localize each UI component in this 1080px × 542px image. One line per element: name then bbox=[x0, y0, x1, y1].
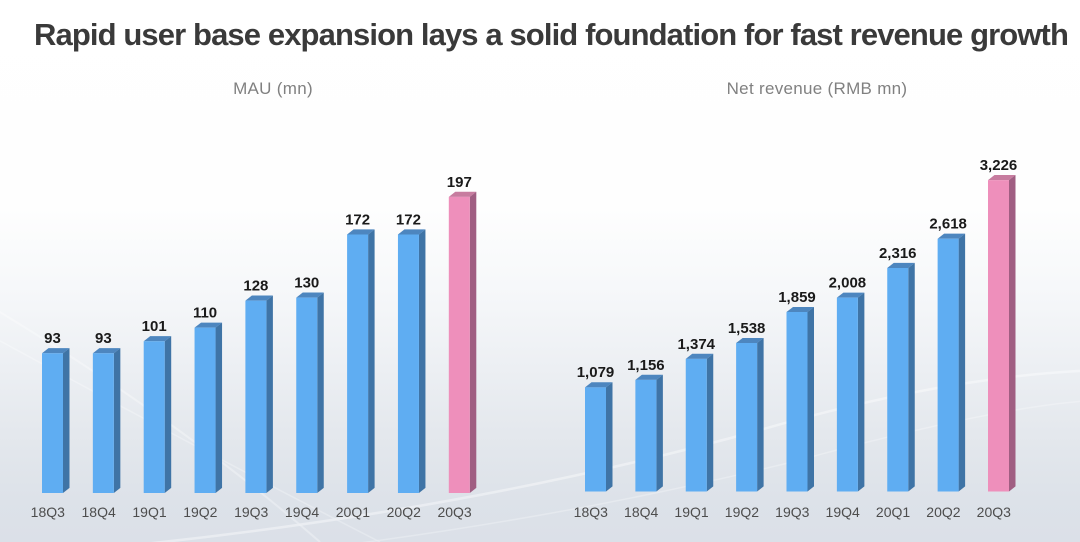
svg-text:172: 172 bbox=[345, 211, 370, 228]
svg-text:197: 197 bbox=[447, 174, 472, 191]
svg-text:20Q3: 20Q3 bbox=[437, 504, 471, 520]
svg-text:93: 93 bbox=[44, 330, 61, 347]
svg-text:110: 110 bbox=[193, 305, 217, 322]
svg-text:20Q1: 20Q1 bbox=[336, 504, 370, 520]
svg-text:19Q2: 19Q2 bbox=[725, 504, 759, 520]
svg-text:1,859: 1,859 bbox=[778, 289, 816, 306]
svg-text:1,156: 1,156 bbox=[627, 357, 665, 374]
svg-text:3,226: 3,226 bbox=[980, 157, 1018, 174]
svg-text:19Q3: 19Q3 bbox=[775, 504, 809, 520]
svg-text:1,374: 1,374 bbox=[677, 336, 715, 353]
svg-text:128: 128 bbox=[243, 278, 268, 295]
svg-text:20Q2: 20Q2 bbox=[926, 504, 960, 520]
svg-text:93: 93 bbox=[95, 330, 112, 347]
svg-text:19Q3: 19Q3 bbox=[234, 504, 268, 520]
svg-text:19Q4: 19Q4 bbox=[285, 504, 319, 520]
svg-text:18Q3: 18Q3 bbox=[31, 504, 65, 520]
svg-text:20Q2: 20Q2 bbox=[387, 504, 421, 520]
svg-text:2,618: 2,618 bbox=[929, 216, 967, 233]
svg-text:130: 130 bbox=[294, 275, 319, 292]
svg-text:20Q1: 20Q1 bbox=[876, 504, 910, 520]
svg-text:18Q3: 18Q3 bbox=[574, 504, 608, 520]
svg-text:1,079: 1,079 bbox=[577, 364, 615, 381]
svg-text:172: 172 bbox=[396, 211, 421, 228]
svg-text:18Q4: 18Q4 bbox=[624, 504, 658, 520]
svg-text:19Q4: 19Q4 bbox=[826, 504, 860, 520]
svg-text:101: 101 bbox=[142, 318, 167, 335]
svg-text:19Q1: 19Q1 bbox=[674, 504, 708, 520]
svg-text:19Q2: 19Q2 bbox=[183, 504, 217, 520]
svg-text:19Q1: 19Q1 bbox=[132, 504, 166, 520]
svg-text:1,538: 1,538 bbox=[728, 320, 766, 337]
svg-text:2,008: 2,008 bbox=[829, 275, 867, 292]
svg-text:18Q4: 18Q4 bbox=[82, 504, 116, 520]
svg-text:20Q3: 20Q3 bbox=[977, 504, 1011, 520]
svg-text:2,316: 2,316 bbox=[879, 245, 917, 262]
